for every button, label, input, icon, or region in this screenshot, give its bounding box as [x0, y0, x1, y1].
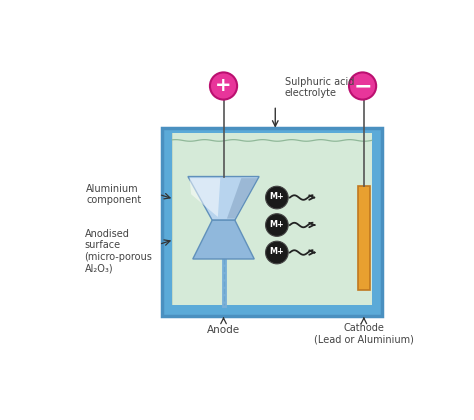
- Bar: [358, 186, 370, 290]
- Text: Cathode
(Lead or Aluminium): Cathode (Lead or Aluminium): [314, 323, 414, 344]
- Text: M+: M+: [270, 192, 284, 202]
- Text: Anode: Anode: [207, 325, 240, 335]
- Polygon shape: [188, 176, 259, 220]
- Bar: [162, 305, 382, 315]
- Bar: [372, 128, 382, 315]
- Text: Aluminium
component: Aluminium component: [86, 184, 141, 205]
- Bar: [162, 128, 382, 133]
- Text: M+: M+: [270, 220, 284, 229]
- Circle shape: [210, 72, 237, 100]
- Bar: [162, 128, 382, 315]
- Text: +: +: [215, 76, 232, 95]
- Circle shape: [349, 72, 376, 100]
- FancyBboxPatch shape: [76, 45, 410, 379]
- Text: M+: M+: [270, 247, 284, 256]
- Polygon shape: [227, 178, 257, 218]
- Circle shape: [265, 241, 288, 264]
- Text: Anodised
surface
(micro-porous
Al₂O₃): Anodised surface (micro-porous Al₂O₃): [84, 228, 152, 273]
- Text: Sulphuric acid
electrolyte: Sulphuric acid electrolyte: [285, 77, 355, 98]
- Polygon shape: [193, 220, 254, 259]
- Circle shape: [265, 186, 288, 209]
- Text: −: −: [353, 76, 372, 96]
- Circle shape: [265, 214, 288, 236]
- Bar: [173, 130, 372, 305]
- Polygon shape: [190, 178, 220, 217]
- Bar: [162, 128, 173, 315]
